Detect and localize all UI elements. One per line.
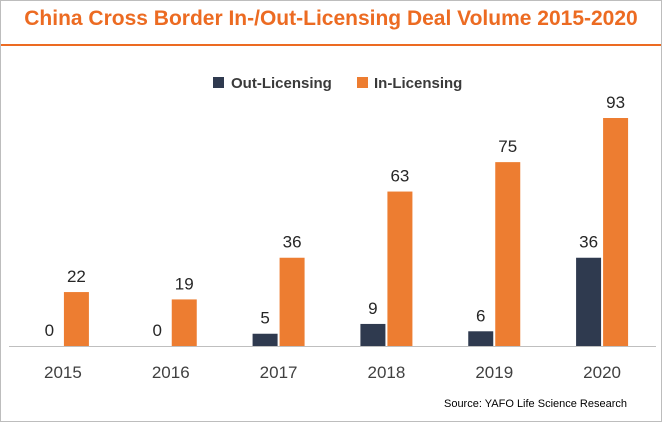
title-underline — [1, 44, 661, 46]
data-label-in-licensing-2020: 93 — [606, 93, 625, 112]
legend-label-in-licensing: In-Licensing — [374, 75, 462, 92]
x-tick-label-2020: 2020 — [583, 363, 621, 382]
data-label-in-licensing-2018: 63 — [390, 167, 409, 186]
data-label-out-licensing-2018: 9 — [368, 299, 377, 318]
x-tick-label-2016: 2016 — [152, 363, 190, 382]
x-tick-label-2019: 2019 — [475, 363, 513, 382]
legend-swatch-out-licensing — [213, 77, 224, 88]
legend-swatch-in-licensing — [357, 77, 368, 88]
bar-in-licensing-2015 — [63, 292, 89, 346]
data-label-out-licensing-2015: 0 — [45, 321, 54, 340]
chart-title: China Cross Border In-/Out-Licensing Dea… — [24, 7, 638, 30]
data-label-in-licensing-2016: 19 — [175, 274, 194, 293]
bar-in-licensing-2018 — [387, 191, 413, 346]
data-label-in-licensing-2019: 75 — [498, 137, 517, 156]
data-label-in-licensing-2015: 22 — [67, 267, 86, 286]
x-tick-label-2015: 2015 — [44, 363, 82, 382]
bar-out-licensing-2017 — [252, 333, 278, 346]
legend-label-out-licensing: Out-Licensing — [231, 75, 332, 92]
bar-in-licensing-2017 — [279, 257, 305, 346]
data-label-out-licensing-2017: 5 — [260, 309, 269, 328]
data-label-in-licensing-2017: 36 — [283, 233, 302, 252]
bar-out-licensing-2018 — [360, 323, 386, 346]
bar-in-licensing-2020 — [603, 118, 629, 346]
bar-in-licensing-2019 — [495, 162, 521, 346]
data-label-out-licensing-2016: 0 — [153, 321, 162, 340]
data-label-out-licensing-2019: 6 — [476, 306, 485, 325]
x-tick-label-2017: 2017 — [260, 363, 298, 382]
x-tick-label-2018: 2018 — [368, 363, 406, 382]
bar-out-licensing-2020 — [576, 257, 602, 346]
data-label-out-licensing-2020: 36 — [579, 233, 598, 252]
source-note: Source: YAFO Life Science Research — [443, 398, 627, 410]
bar-out-licensing-2019 — [468, 331, 494, 346]
bar-in-licensing-2016 — [171, 299, 197, 346]
